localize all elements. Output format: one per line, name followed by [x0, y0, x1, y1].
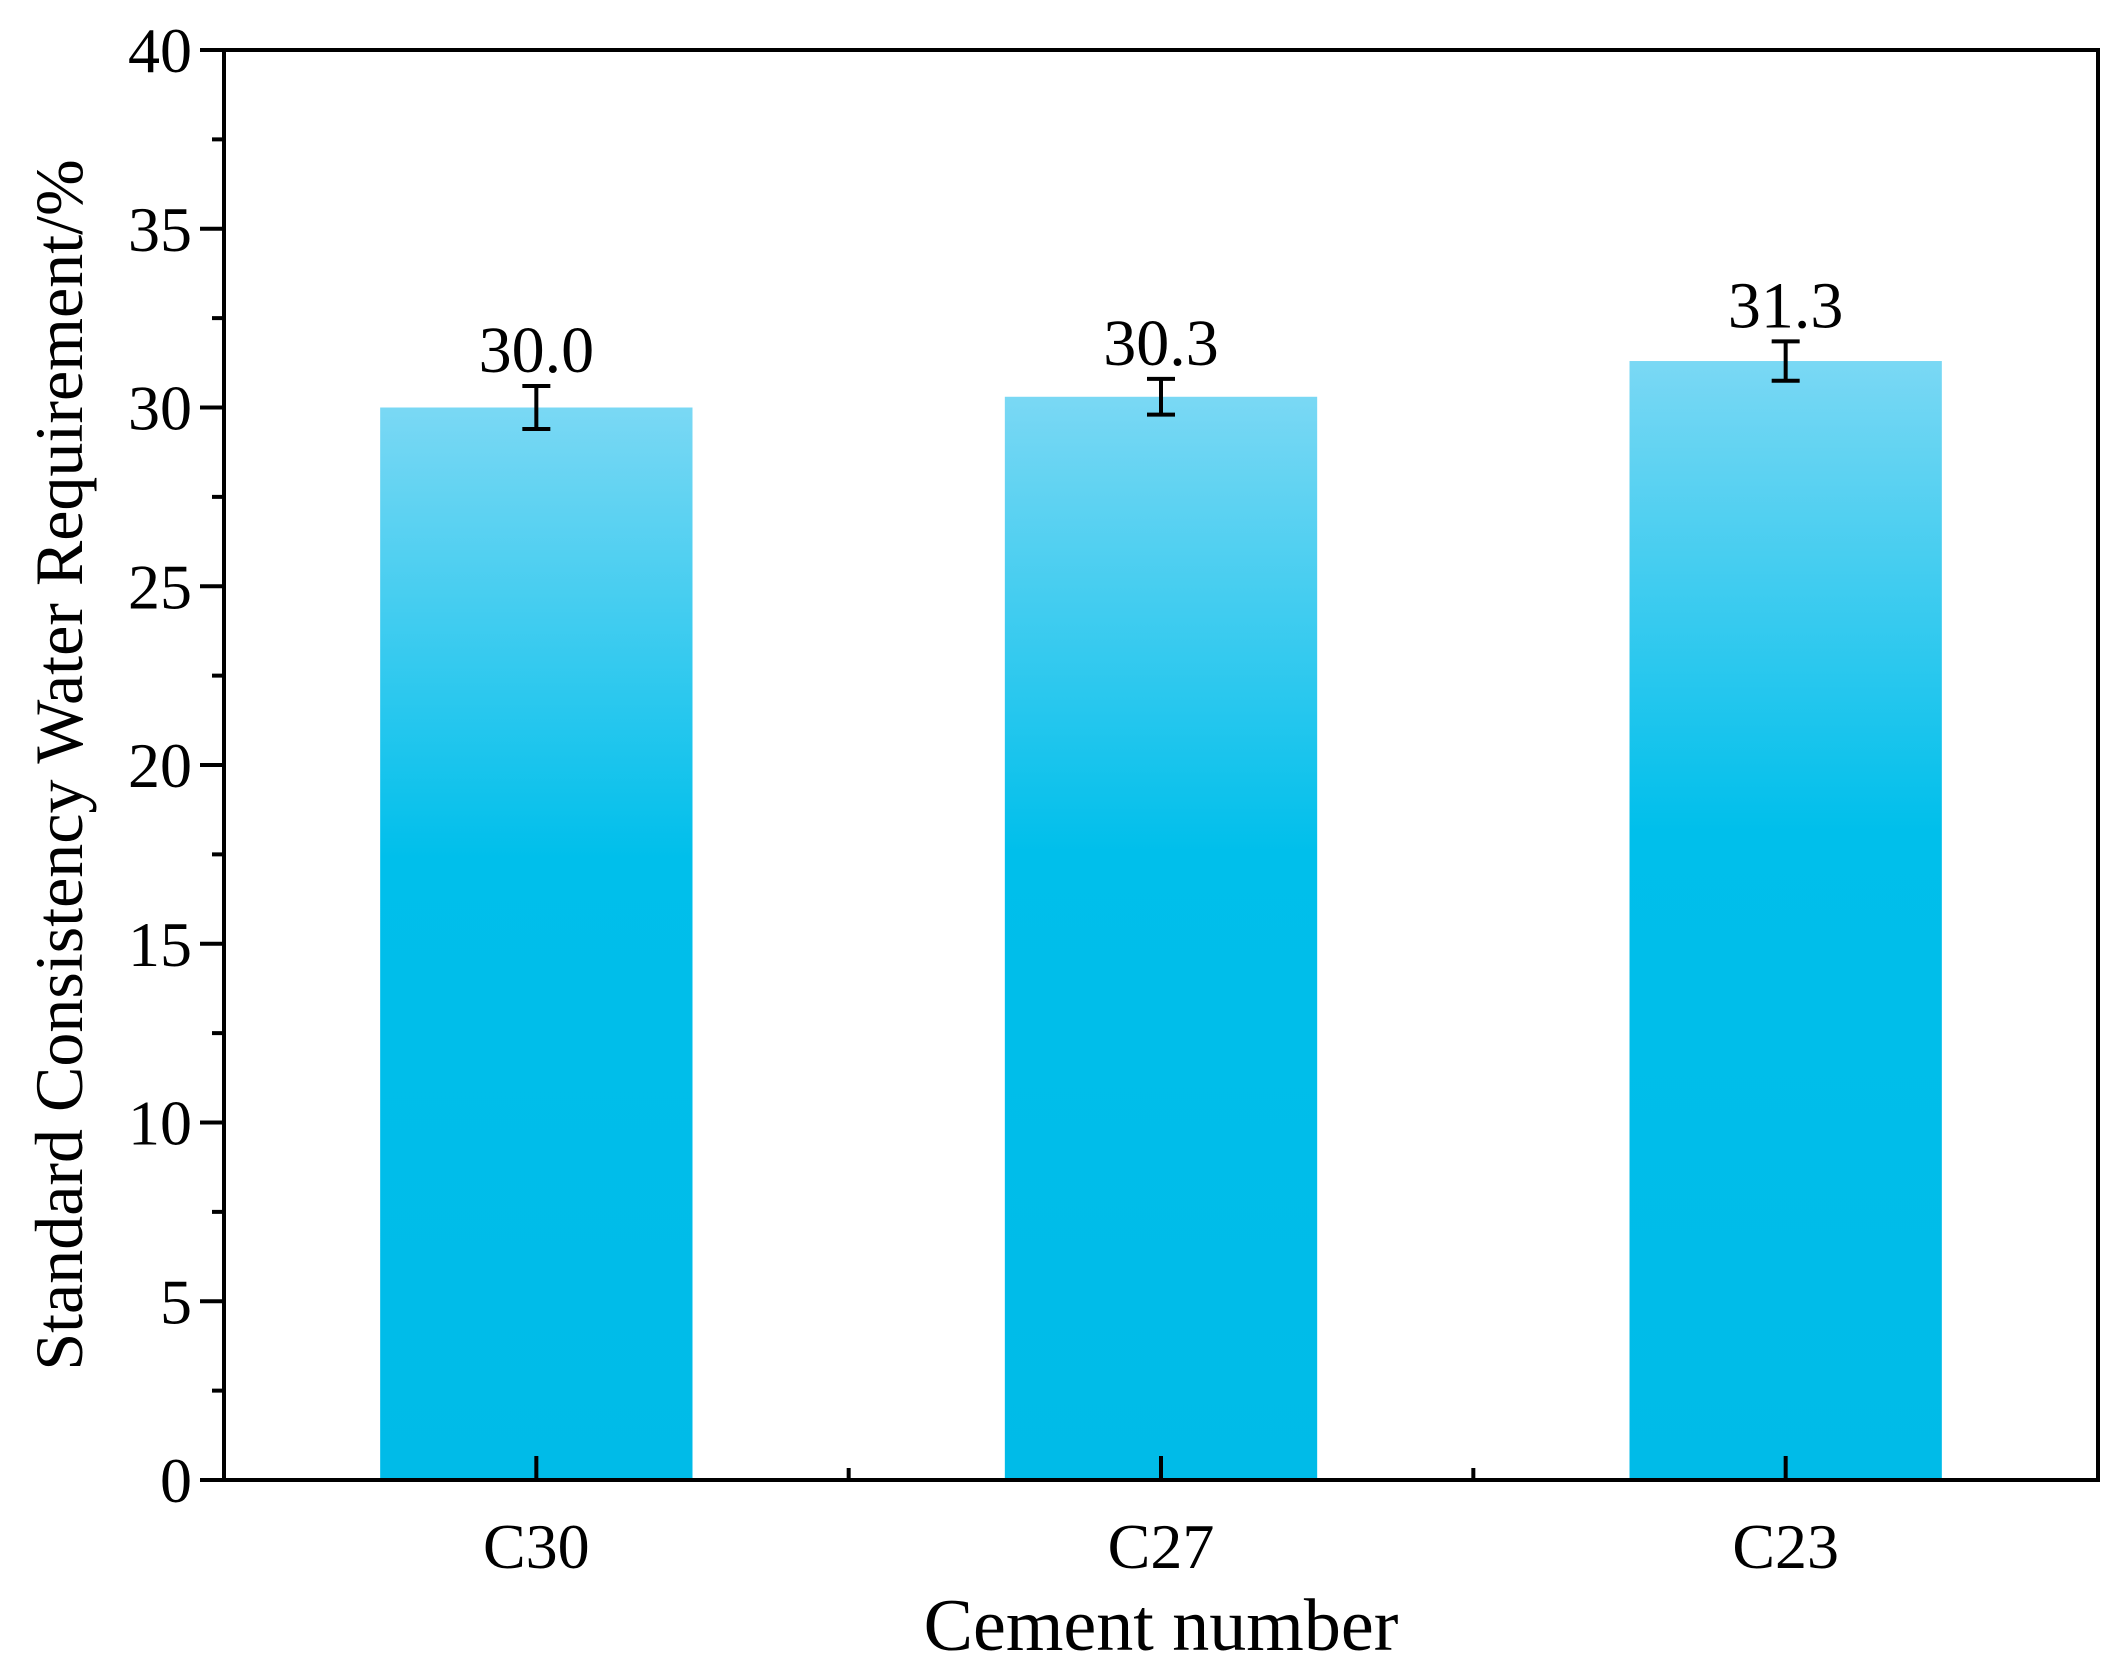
y-tick-label: 10 [128, 1088, 192, 1159]
x-axis-title: Cement number [924, 1585, 1399, 1667]
data-label-c30: 30.0 [479, 314, 595, 387]
x-tick-label-c27: C27 [1108, 1511, 1215, 1582]
y-tick-label: 35 [128, 194, 192, 265]
y-axis-ticks: 0 5 10 15 20 25 30 35 40 [128, 15, 224, 1516]
error-bars-layer [522, 339, 1800, 431]
bar-c23 [1629, 361, 1942, 1480]
error-bar-c30 [522, 384, 551, 431]
y-tick-label: 20 [128, 730, 192, 801]
y-tick-label: 40 [128, 15, 192, 86]
bar-c30 [380, 407, 693, 1480]
bars-layer [380, 361, 1942, 1480]
x-axis-ticks: C30 C27 C23 [483, 1456, 1839, 1582]
y-tick-label: 0 [160, 1445, 192, 1516]
data-labels-layer: 30.0 30.3 31.3 [479, 269, 1844, 387]
data-label-c27: 30.3 [1103, 307, 1219, 380]
bar-c27 [1004, 396, 1318, 1480]
y-tick-label: 30 [128, 373, 192, 444]
error-bar-c23 [1771, 339, 1800, 383]
y-axis-title: Standard Consistency Water Requirement/% [21, 159, 97, 1370]
data-label-c23: 31.3 [1728, 269, 1844, 342]
x-tick-label-c23: C23 [1732, 1511, 1839, 1582]
error-bar-c27 [1147, 376, 1175, 417]
y-tick-label: 25 [128, 551, 192, 622]
y-tick-label: 5 [160, 1266, 192, 1337]
y-tick-label: 15 [128, 909, 192, 980]
x-tick-label-c30: C30 [483, 1511, 590, 1582]
